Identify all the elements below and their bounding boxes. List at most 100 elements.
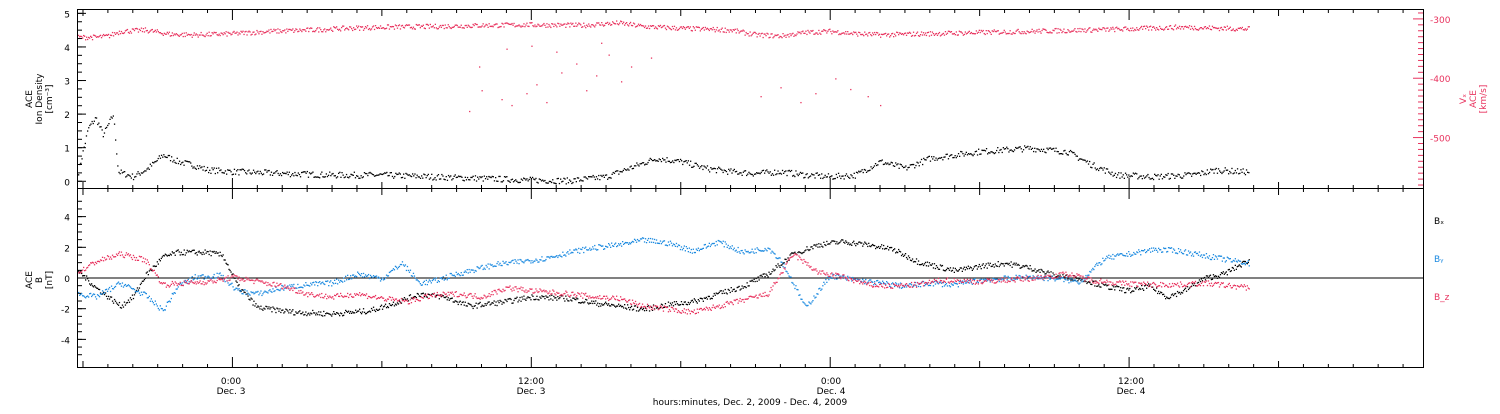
ion-density-trace-point	[1135, 173, 1136, 174]
by-trace-point	[1179, 251, 1180, 252]
by-trace-point	[324, 284, 325, 285]
by-trace-point	[1057, 279, 1058, 280]
vx-speed-trace-point	[239, 33, 240, 34]
vx-speed-trace-point	[315, 30, 316, 31]
vx-speed-trace-point	[1092, 30, 1093, 31]
by-trace-point	[812, 300, 813, 301]
ion-density-trace-point	[1064, 150, 1065, 151]
by-trace-point	[272, 288, 273, 289]
bx-trace-point	[734, 289, 735, 290]
bx-trace-point	[724, 293, 725, 294]
vx-speed-trace-point	[655, 26, 656, 27]
vx-speed-trace-point	[1241, 28, 1242, 29]
by-trace-point	[1162, 251, 1163, 252]
vx-speed-trace-point	[388, 24, 389, 25]
vx-speed-trace-point	[1223, 29, 1224, 30]
by-trace-point	[536, 260, 537, 261]
by-trace-point	[364, 276, 365, 277]
ion-density-trace-point	[807, 173, 808, 174]
vx-speed-trace-point	[643, 25, 644, 26]
by-trace-point	[195, 274, 196, 275]
ion-density-trace-point	[791, 170, 792, 171]
ion-density-trace-point	[1147, 174, 1148, 175]
bx-trace-point	[764, 273, 765, 274]
ion-density-trace-point	[802, 172, 803, 173]
vx-speed-trace-point	[885, 33, 886, 34]
bx-trace-point	[900, 251, 901, 252]
vx-speed-trace-point	[236, 32, 237, 33]
ion-density-trace-point	[1209, 172, 1210, 173]
vx-speed-trace	[78, 20, 1250, 40]
bx-trace-point	[262, 310, 263, 311]
by-trace-point	[412, 276, 413, 277]
vx-speed-trace-point	[790, 35, 791, 36]
vx-speed-trace-point	[393, 26, 394, 27]
by-trace-point	[513, 263, 514, 264]
by-trace-point	[674, 244, 675, 245]
bx-trace-point	[934, 263, 935, 264]
by-trace-point	[335, 283, 336, 284]
bx-trace-point	[681, 301, 682, 302]
data-series-layer	[78, 20, 1250, 316]
bx-trace-point	[1157, 293, 1158, 294]
bx-trace-point	[680, 304, 681, 305]
bx-trace-point	[194, 250, 195, 251]
bz-trace-point	[111, 258, 112, 259]
vx-outlier-point	[850, 89, 851, 90]
vx-speed-trace-point	[962, 33, 963, 34]
bx-trace-point	[1019, 265, 1020, 266]
by-trace-point	[171, 298, 172, 299]
bx-trace-point	[252, 304, 253, 305]
bx-trace-point	[1135, 288, 1136, 289]
ion-density-trace-point	[176, 163, 177, 164]
vx-speed-trace-point	[511, 23, 512, 24]
ion-density-trace-point	[297, 175, 298, 176]
ion-density-trace-point	[403, 174, 404, 175]
bx-trace-point	[888, 249, 889, 250]
by-trace-point	[496, 263, 497, 264]
by-trace-point	[470, 272, 471, 273]
vx-speed-trace-point	[415, 29, 416, 30]
bx-trace-point	[93, 286, 94, 287]
ion-density-trace-point	[671, 162, 672, 163]
by-trace-point	[1171, 247, 1172, 248]
ion-density-trace-point	[835, 178, 836, 179]
bx-trace-point	[140, 284, 141, 285]
ion-density-trace-point	[962, 153, 963, 154]
by-trace-point	[1157, 251, 1158, 252]
bx-trace-point	[685, 301, 686, 302]
ion-density-trace-point	[447, 180, 448, 181]
vx-speed-trace-point	[429, 28, 430, 29]
bx-trace-point	[175, 255, 176, 256]
ion-density-trace-point	[330, 175, 331, 176]
bx-trace-point	[789, 254, 790, 255]
by-trace-point	[394, 269, 395, 270]
ion-density-trace-point	[715, 168, 716, 169]
bx-trace-point	[868, 243, 869, 244]
ion-density-trace-point	[433, 179, 434, 180]
bx-trace-point	[830, 242, 831, 243]
vx-speed-trace-point	[279, 29, 280, 30]
ion-density-trace-point	[1227, 170, 1228, 171]
by-trace-point	[368, 274, 369, 275]
by-trace-point	[602, 245, 603, 246]
ion-density-trace-point	[427, 175, 428, 176]
vx-outlier-point	[546, 102, 547, 103]
by-trace-point	[693, 249, 694, 250]
vx-speed-trace-point	[1191, 26, 1192, 27]
ion-density-trace-point	[1045, 152, 1046, 153]
bx-trace-point	[1039, 272, 1040, 273]
ion-density-trace-point	[1109, 173, 1110, 174]
by-trace-point	[381, 279, 382, 280]
by-trace-point	[122, 282, 123, 283]
vx-speed-trace-point	[855, 32, 856, 33]
by-trace-point	[238, 288, 239, 289]
ion-density-trace-point	[120, 173, 121, 174]
vx-speed-trace-point	[213, 33, 214, 34]
by-trace-point	[433, 279, 434, 280]
vx-speed-trace-point	[820, 34, 821, 35]
by-trace-point	[660, 240, 661, 241]
ion-density-trace-point	[745, 170, 746, 171]
vx-speed-trace-point	[329, 29, 330, 30]
bx-trace-point	[174, 252, 175, 253]
